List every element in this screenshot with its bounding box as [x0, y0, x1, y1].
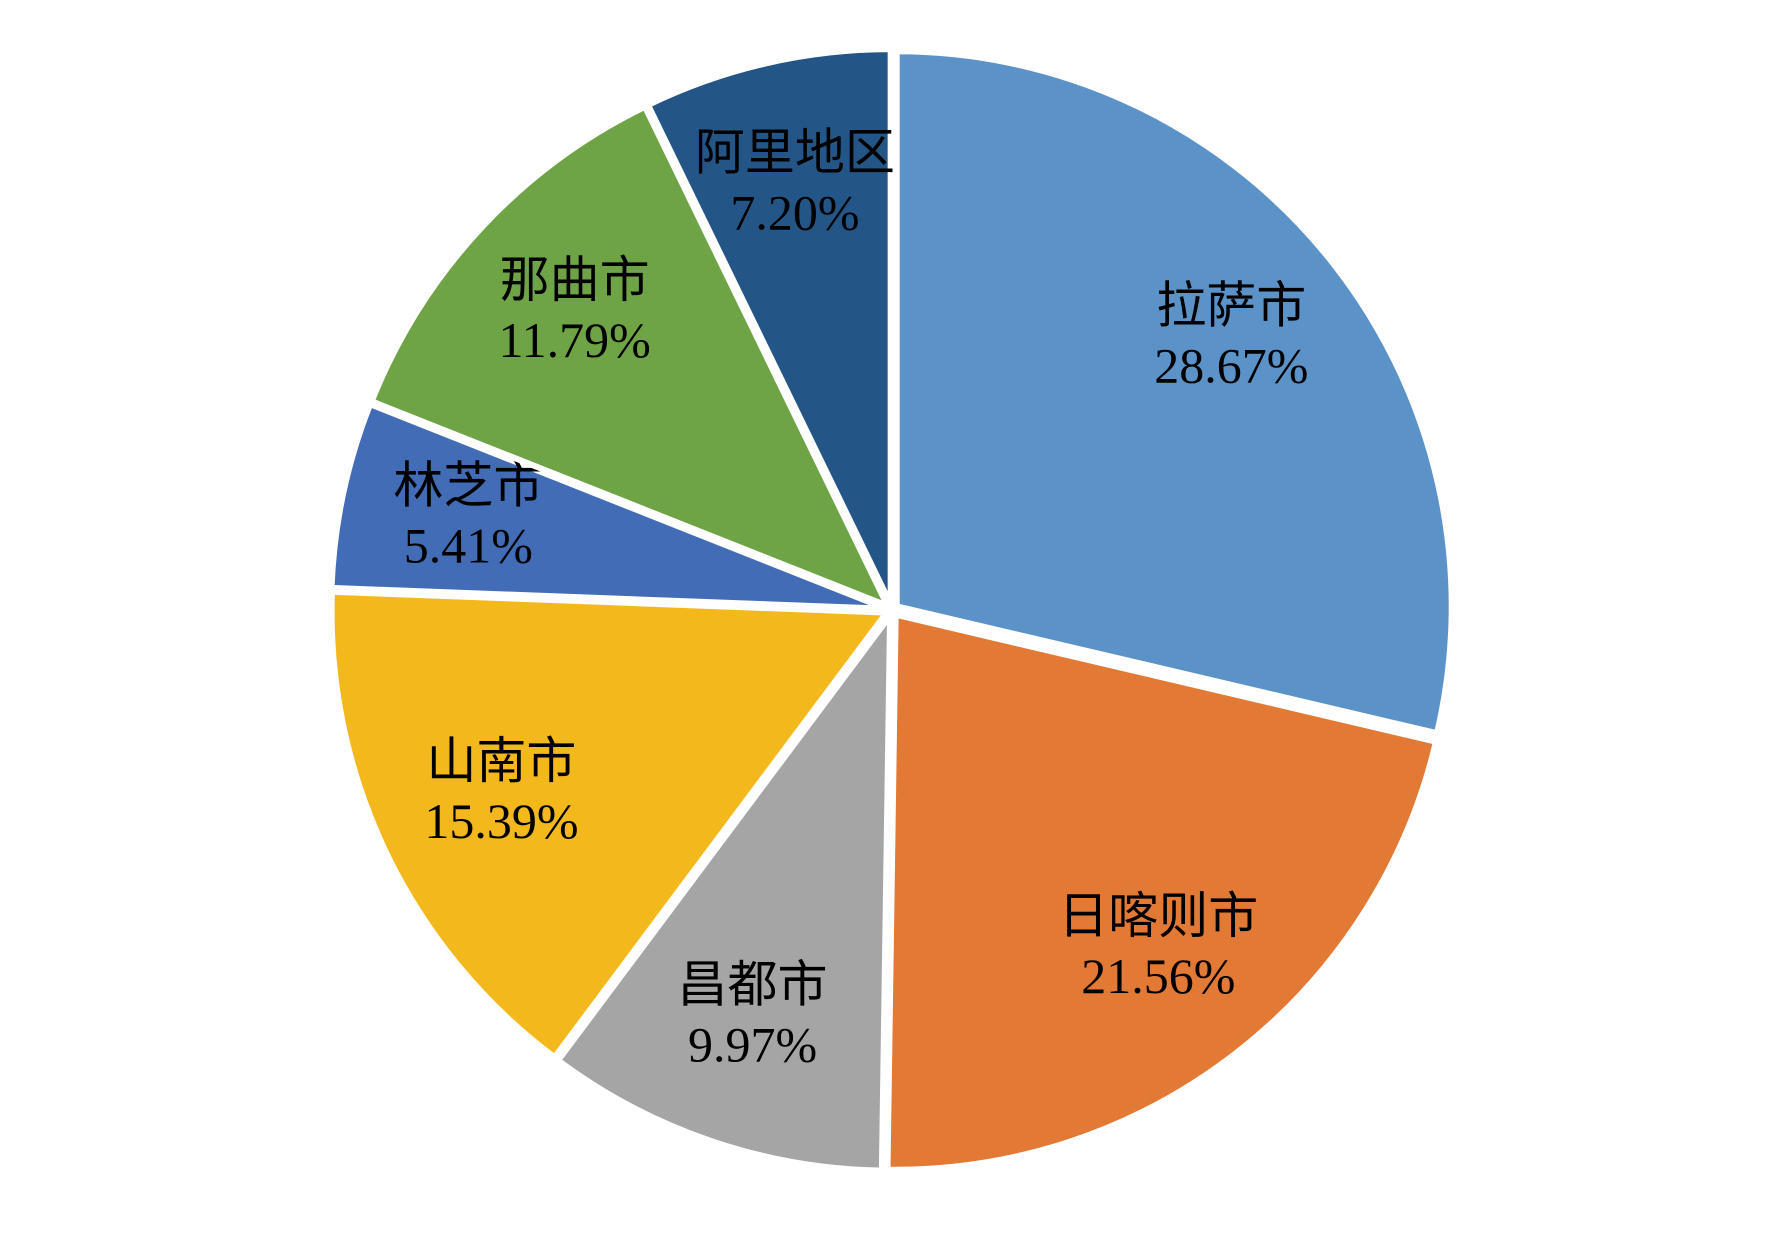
slice-name: 阿里地区: [695, 125, 895, 181]
slice-value-label: 5.41%: [404, 517, 533, 573]
pie-slice: [553, 606, 894, 1174]
pie-slice: [328, 400, 888, 612]
slice-value-label: 9.97%: [688, 1016, 817, 1072]
slice-name: 日喀则市: [1058, 888, 1258, 944]
slice-name: 那曲市: [500, 252, 650, 308]
pie-slice: [644, 46, 894, 606]
slice-value-label: 15.39%: [424, 793, 578, 849]
slice-value-label: 7.20%: [730, 185, 859, 241]
slice-value-label: 11.79%: [498, 312, 650, 368]
pie-slice: [367, 102, 894, 612]
pie-slice: [893, 48, 1455, 737]
slice-value-label: 21.56%: [1081, 948, 1235, 1004]
slice-name: 拉萨市: [1156, 278, 1306, 334]
slice-name: 林芝市: [393, 457, 543, 513]
pie-slice: [328, 588, 893, 1062]
slice-name: 山南市: [426, 733, 576, 789]
pie-slice: [884, 610, 1440, 1173]
slice-value-label: 28.67%: [1154, 338, 1308, 394]
slice-name: 昌都市: [678, 956, 828, 1012]
